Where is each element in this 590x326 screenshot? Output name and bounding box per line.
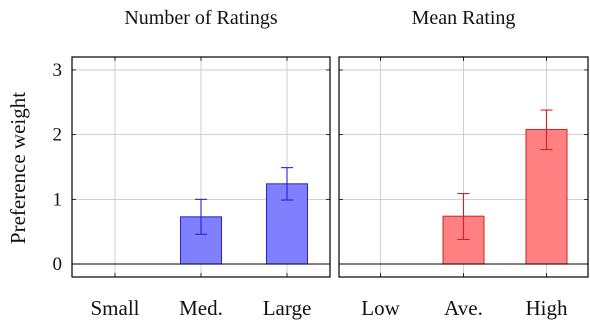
x-tick-label: High <box>526 296 569 320</box>
y-tick-label: 0 <box>53 254 63 275</box>
plot-frame <box>71 56 331 278</box>
plot-frame <box>338 56 589 278</box>
error-bar <box>281 167 293 201</box>
panel-1: Number of Ratings Small Med. Large <box>71 7 331 320</box>
panel-title: Number of Ratings <box>124 7 278 29</box>
panels: Number of Ratings Small Med. Large Mean Rati… <box>71 7 589 320</box>
x-tick-label: Med. <box>179 296 223 320</box>
y-tick-label: 3 <box>53 60 63 81</box>
panel-title: Mean Rating <box>412 7 516 29</box>
error-bar <box>540 109 553 151</box>
panel-2: Mean Rating Low Ave. High <box>338 7 589 320</box>
x-tick-label: Low <box>361 296 400 320</box>
y-tick-labels: 0 1 2 3 <box>53 60 63 275</box>
y-tick-label: 1 <box>53 189 63 210</box>
x-tick-label: Ave. <box>444 296 483 320</box>
error-bar <box>457 192 470 241</box>
y-tick-label: 2 <box>53 125 63 146</box>
y-axis-label: Preference weight <box>6 92 30 244</box>
x-tick-label: Large <box>263 296 312 320</box>
error-bar <box>195 198 207 235</box>
x-tick-label: Small <box>90 296 139 320</box>
